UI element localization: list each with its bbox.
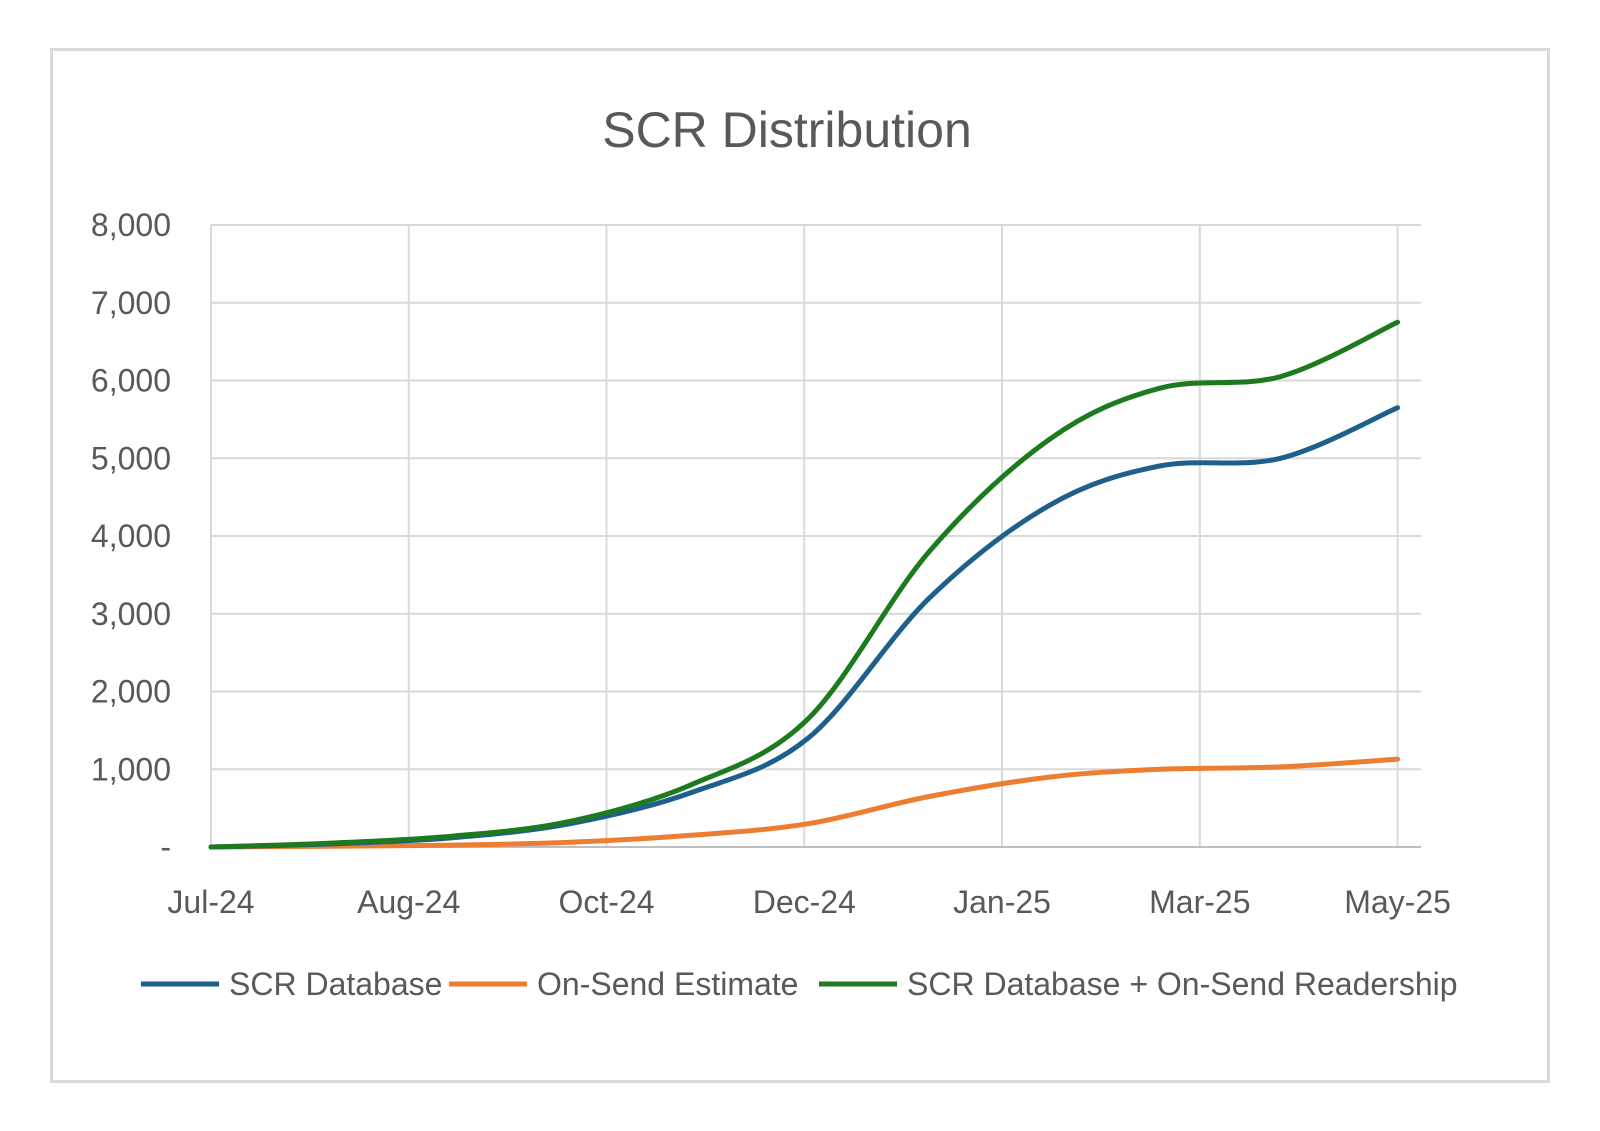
series-line-1 <box>208 756 1401 850</box>
legend-label: SCR Database + On-Send Readership <box>907 966 1458 1002</box>
y-tick-label: 4,000 <box>91 518 171 554</box>
legend: SCR Database On-Send Estimate SCR Database… <box>141 966 1458 1002</box>
y-tick-label: 1,000 <box>91 751 171 787</box>
y-axis-ticks: - 1,000 2,000 3,000 4,000 5,000 6,000 7,000 8,00… <box>91 207 171 865</box>
x-axis-ticks: Jul-24 Aug-24 Oct-24 Dec-24 Jan-25 Mar-25 May-… <box>167 884 1451 920</box>
y-tick-label: 6,000 <box>91 363 171 399</box>
x-tick-label: Aug-24 <box>357 884 460 920</box>
chart-frame: SCR Distribution - 1,000 2,000 3,000 4,000 5,… <box>50 48 1550 1083</box>
legend-label: SCR Database <box>229 966 442 1002</box>
line-chart: SCR Distribution - 1,000 2,000 3,000 4,000 5,… <box>91 102 1458 1002</box>
series-line-2 <box>208 319 1401 850</box>
gridlines <box>211 224 1421 847</box>
chart-title: SCR Distribution <box>602 102 972 158</box>
y-tick-label: - <box>160 829 171 865</box>
y-tick-label: 2,000 <box>91 674 171 710</box>
y-tick-label: 5,000 <box>91 440 171 476</box>
y-tick-label: 7,000 <box>91 285 171 321</box>
series-lines <box>208 319 1401 850</box>
x-tick-label: Jan-25 <box>953 884 1051 920</box>
y-tick-label: 3,000 <box>91 596 171 632</box>
x-tick-label: Dec-24 <box>753 884 856 920</box>
x-tick-label: May-25 <box>1344 884 1451 920</box>
y-tick-label: 8,000 <box>91 207 171 243</box>
legend-label: On-Send Estimate <box>537 966 798 1002</box>
x-tick-label: Jul-24 <box>167 884 254 920</box>
x-tick-label: Mar-25 <box>1149 884 1250 920</box>
x-tick-label: Oct-24 <box>559 884 655 920</box>
